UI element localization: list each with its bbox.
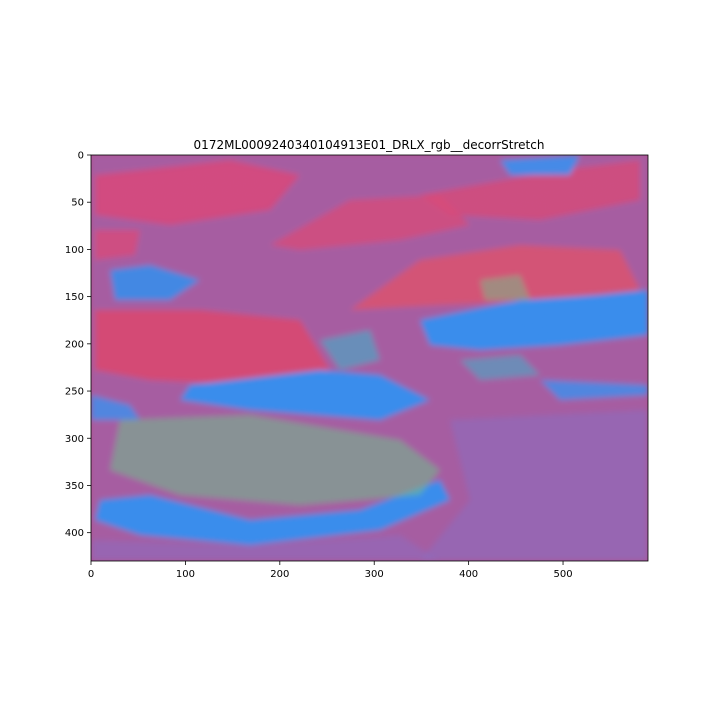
- x-tick-label: 400: [459, 569, 478, 580]
- y-tick-label: 400: [65, 528, 84, 539]
- axes-frame: [90, 154, 649, 562]
- figure-title: 0172ML0009240340104913E01_DRLX_rgb__deco…: [194, 138, 545, 152]
- y-tick-label: 350: [65, 481, 84, 492]
- image-area: [91, 155, 648, 561]
- y-tick-label: 200: [65, 339, 84, 350]
- y-tick-label: 100: [65, 245, 84, 256]
- x-tick-label: 100: [176, 569, 195, 580]
- y-tick-label: 50: [71, 198, 84, 209]
- y-axis-ticks: 0 50 100 150 200 250 300 350 400: [65, 151, 91, 539]
- x-tick-label: 500: [553, 569, 572, 580]
- y-tick-label: 0: [78, 151, 84, 162]
- x-tick-label: 300: [365, 569, 384, 580]
- x-axis-ticks: 0 100 200 300 400 500: [88, 561, 573, 580]
- y-tick-label: 250: [65, 387, 84, 398]
- y-tick-label: 150: [65, 292, 84, 303]
- x-tick-label: 200: [270, 569, 289, 580]
- y-tick-label: 300: [65, 434, 84, 445]
- x-tick-label: 0: [88, 569, 94, 580]
